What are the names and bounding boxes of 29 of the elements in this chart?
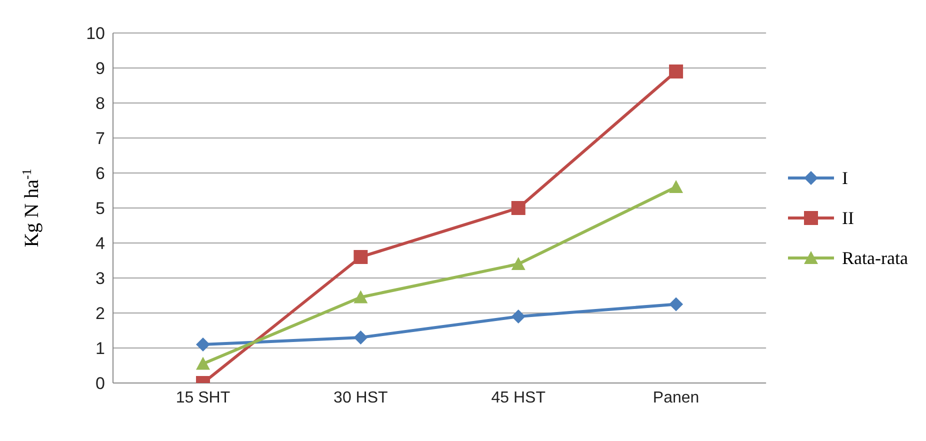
- y-tick-label: 3: [96, 269, 105, 288]
- y-tick-label: 2: [96, 304, 105, 324]
- x-tick-label: 45 HST: [491, 389, 546, 406]
- point: [354, 290, 368, 304]
- y-tick-label: 4: [96, 234, 105, 254]
- point: [196, 338, 210, 352]
- legend-label: Rata-rata: [842, 247, 908, 270]
- y-tick-label: 9: [96, 59, 105, 78]
- point: [669, 180, 684, 193]
- point: [511, 310, 526, 324]
- x-tick-label: Panen: [652, 389, 700, 406]
- legend-label: I: [842, 167, 848, 190]
- y-tick-label: 0: [96, 374, 105, 394]
- point: [196, 356, 210, 370]
- x-tick-label: 15 SHT: [176, 389, 230, 406]
- point: [669, 297, 684, 312]
- x-tick-label: 30 HST: [334, 389, 388, 406]
- y-tick-label: 6: [96, 164, 105, 184]
- y-tick-label: 1: [96, 339, 105, 358]
- point: [511, 257, 526, 270]
- y-tick-label: 5: [96, 199, 105, 218]
- point: [511, 201, 526, 215]
- point: [354, 330, 368, 344]
- point: [354, 250, 368, 264]
- point: [669, 64, 684, 78]
- legend-label: II: [842, 207, 854, 230]
- y-tick-label: 7: [96, 129, 105, 148]
- y-tick-label: 10: [86, 24, 105, 44]
- y-tick-label: 8: [96, 94, 105, 114]
